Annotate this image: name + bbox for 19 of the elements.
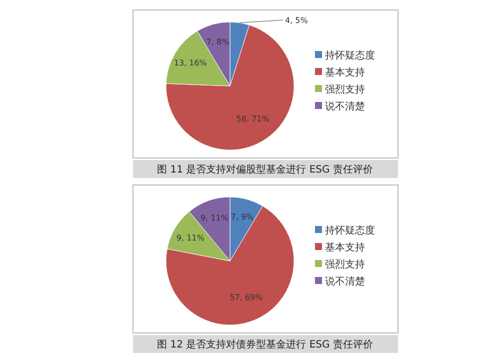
legend-label: 强烈支持	[325, 258, 365, 270]
legend-label: 持怀疑态度	[325, 224, 375, 236]
pie-slice	[166, 24, 294, 150]
data-label: 58, 71%	[236, 114, 270, 124]
legend-label: 说不清楚	[325, 276, 365, 288]
data-label: 9, 11%	[176, 233, 205, 242]
text: 图 11 是否支持对偏股型基金进行 ESG 责任评价	[157, 164, 373, 176]
data-label: 7, 9%	[230, 212, 254, 222]
legend-label: 说不清楚	[325, 100, 365, 112]
data-label: 57, 69%	[230, 293, 264, 302]
data-label: 9, 11%	[200, 213, 229, 222]
legend-label: 强烈支持	[325, 84, 365, 96]
legend-label: 基本支持	[325, 66, 365, 78]
legend-label: 持怀疑态度	[325, 50, 375, 62]
text: 图 12 是否支持对债券型基金进行 ESG 责任评价	[157, 338, 373, 350]
data-label: 7, 8%	[206, 37, 230, 46]
legend-label: 基本支持	[325, 242, 365, 254]
data-label: 13, 16%	[174, 58, 208, 68]
data-label: 4, 5%	[285, 16, 308, 25]
